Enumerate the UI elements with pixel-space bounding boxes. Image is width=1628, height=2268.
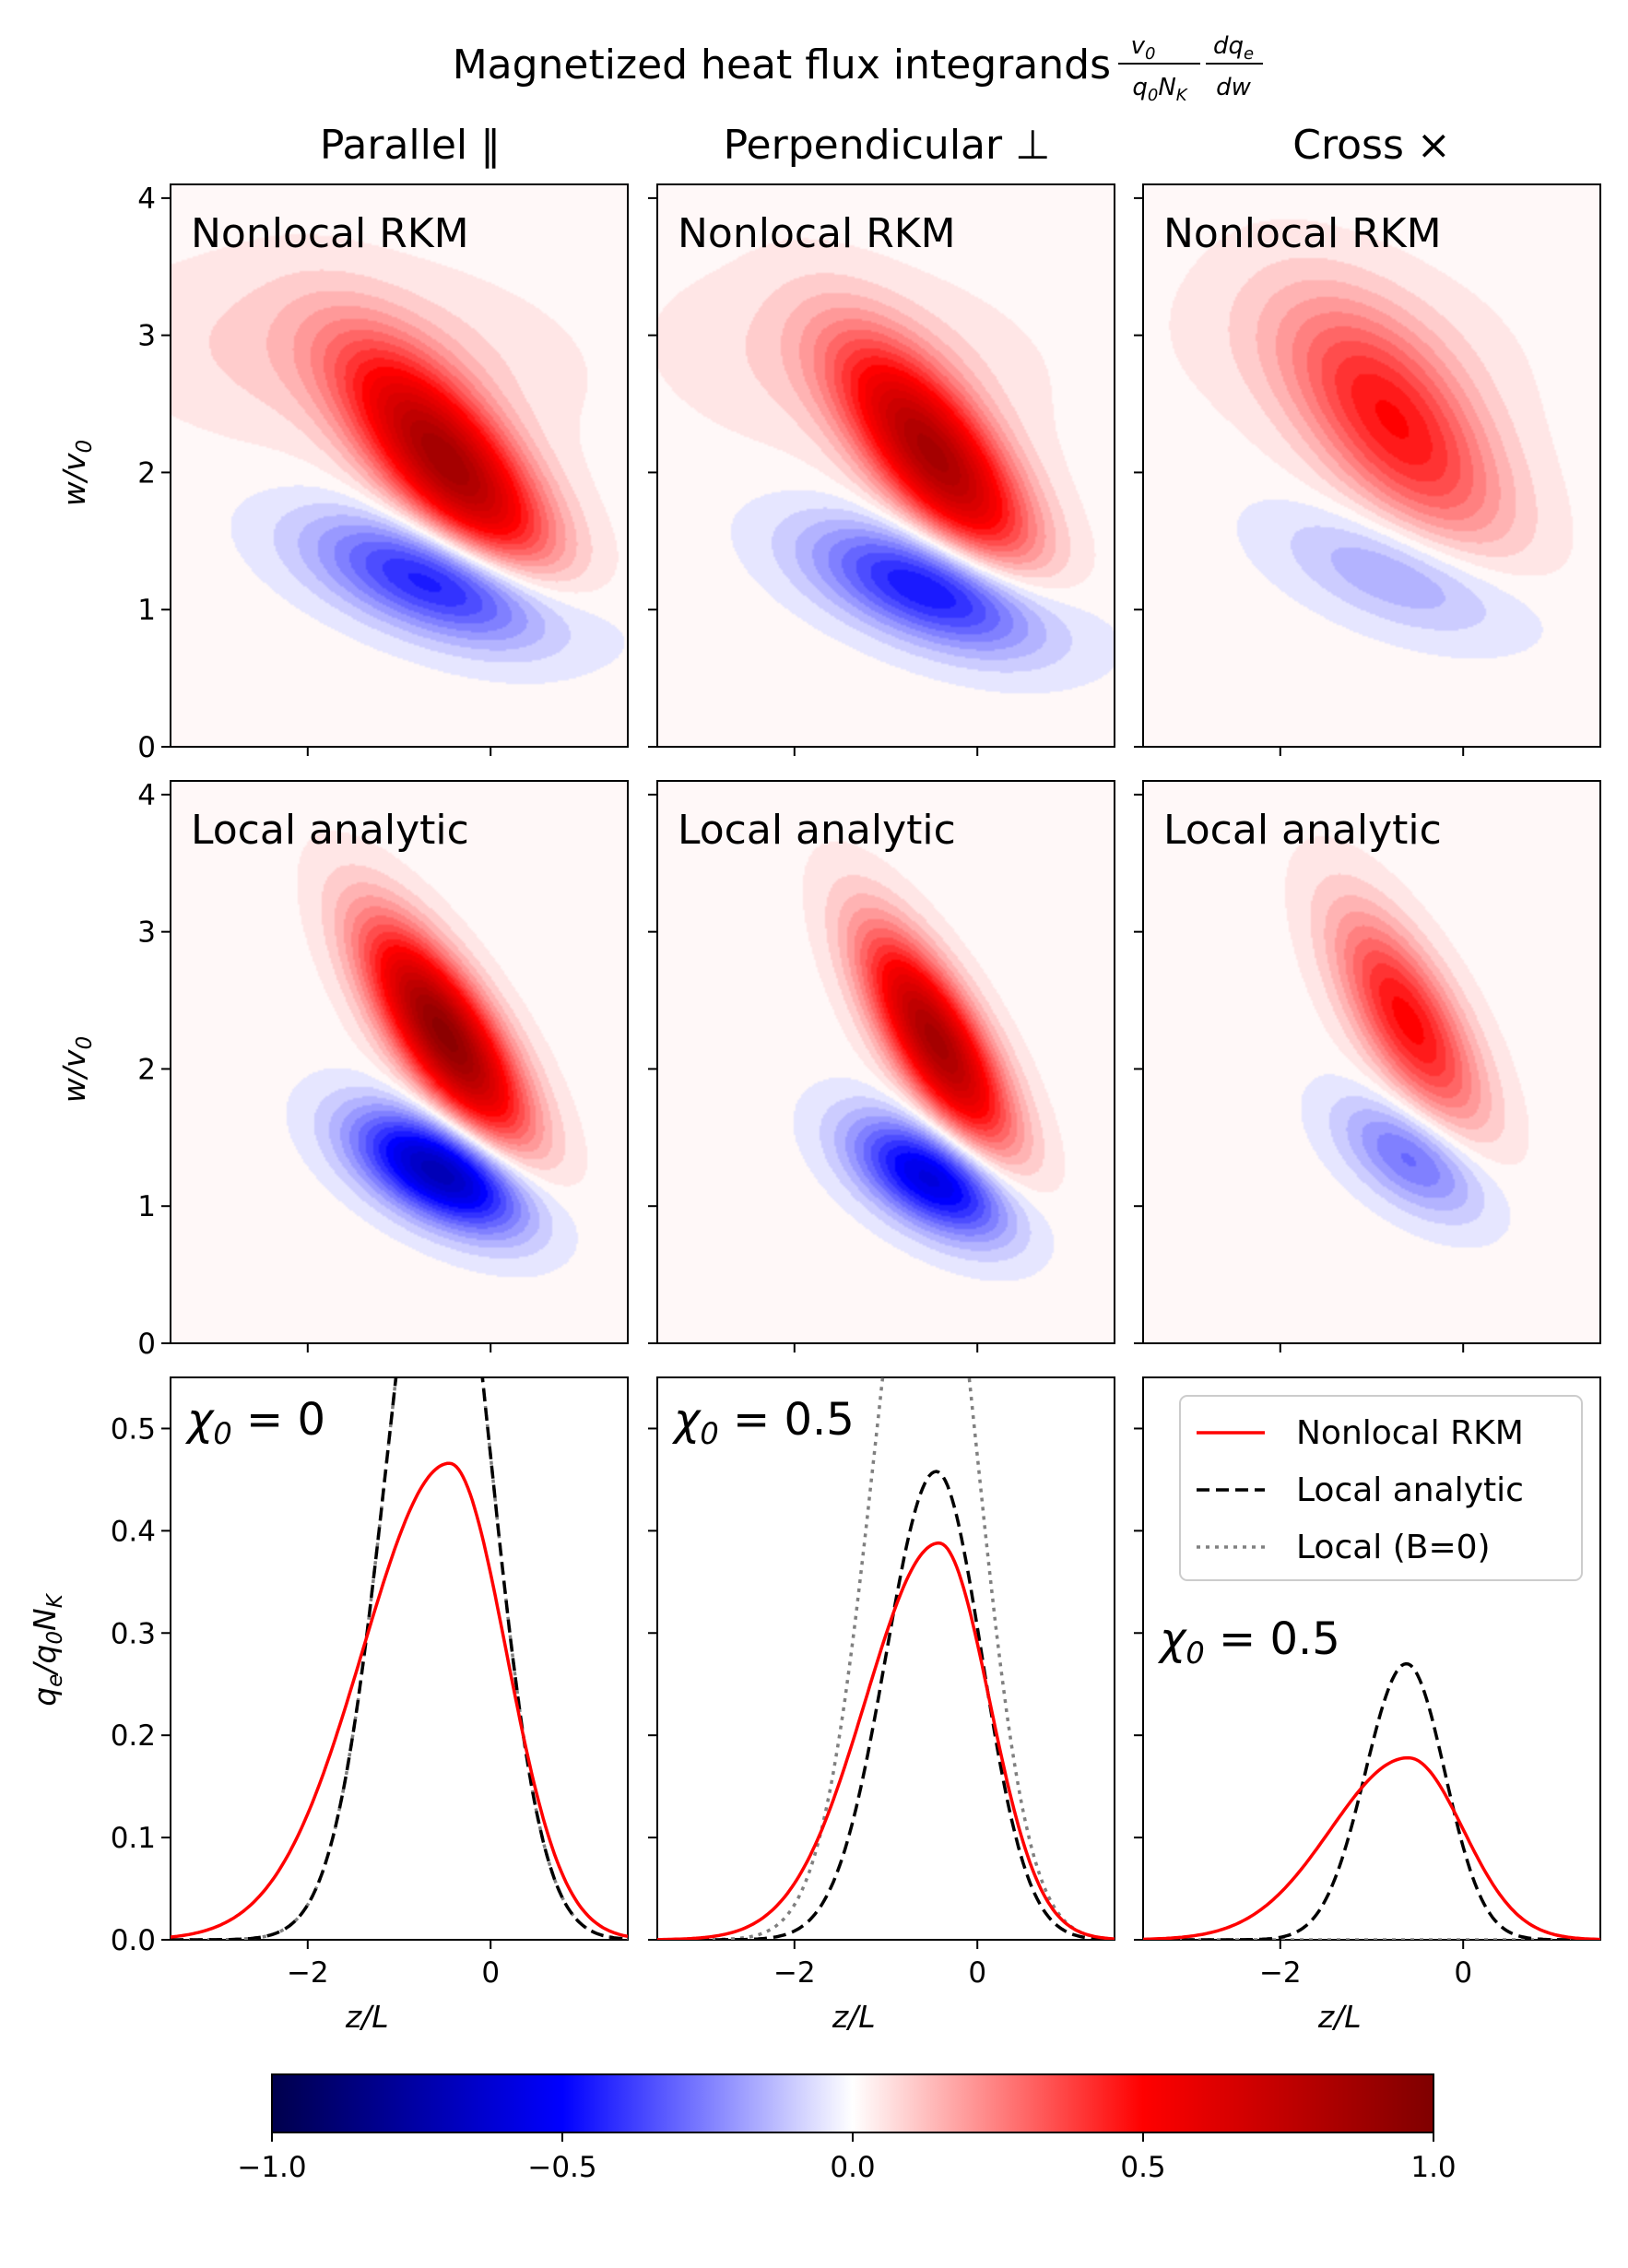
heatmap-panel-r1c2: Local analytic (1134, 780, 1601, 1353)
legend-box (1179, 1395, 1583, 1581)
y-tick-label: 0.2 (111, 1719, 156, 1753)
series-line-local-b-0- (171, 1377, 628, 1940)
colorbar-tick-label: −1.0 (237, 2151, 306, 2184)
heatmap-panel-r1c1: Local analytic (648, 780, 1115, 1353)
legend-entry: Nonlocal RKM (1296, 1414, 1524, 1452)
frac-b-num: dqe (1213, 32, 1254, 64)
legend-entry: Local analytic (1296, 1471, 1524, 1509)
ylabel-row-2: qe/q0NK (27, 1592, 67, 1707)
figure-title: Magnetized heat flux integrands v0 q0NK … (453, 32, 1263, 105)
line-panel-c0: −2 0 0.0 0.1 0.2 0.3 0.4 0.5 z/L χ0 = 0 (111, 1376, 629, 2035)
chi-annotation: χ0 = 0.5 (1157, 1613, 1340, 1671)
x-tick-label: 0 (968, 1956, 986, 1990)
series-line-local-b-0- (657, 1377, 1115, 1940)
line-panel-c1: −2 0 z/L χ0 = 0.5 (648, 1376, 1115, 2035)
panel-label: Local analytic (191, 807, 469, 854)
heatmap-image (1143, 781, 1600, 1343)
x-tick-label: 0 (481, 1956, 500, 1990)
axes-frame (656, 183, 1115, 748)
chi-annotation: χ0 = 0.5 (671, 1394, 855, 1451)
column-title-perpendicular: Perpendicular ⊥ (724, 122, 1051, 169)
colorbar-tick-label: 0.5 (1120, 2151, 1165, 2184)
panel-label: Local analytic (1163, 807, 1442, 854)
axes-frame (656, 1376, 1115, 1941)
series-line-nonlocal-rkm (657, 1541, 1115, 1940)
x-tick-label: 0 (1454, 1956, 1472, 1990)
series-line-nonlocal-rkm (1143, 1755, 1600, 1940)
legend: Nonlocal RKM Local analytic Local (B=0) (1179, 1395, 1583, 1581)
x-tick-label: −2 (773, 1956, 816, 1990)
frac-a-den: q0NK (1132, 74, 1187, 105)
panel-label: Nonlocal RKM (1163, 210, 1442, 257)
panel-label: Nonlocal RKM (678, 210, 956, 257)
y-tick-label: 3 (137, 916, 156, 950)
heatmap-image (657, 781, 1115, 1343)
title-fraction: v0 q0NK dqe dw (1118, 32, 1263, 105)
colorbar-tick-label: −0.5 (527, 2151, 596, 2184)
y-tick-label: 2 (137, 456, 156, 490)
axes-frame (1142, 780, 1601, 1344)
series-line-local-analytic (657, 1470, 1115, 1940)
y-tick-label: 3 (137, 320, 156, 353)
colorbar-gradient (271, 2073, 1434, 2133)
x-axis-label: z/L (1317, 1999, 1362, 2035)
heatmap-panel-r0c2: Nonlocal RKM (1134, 183, 1601, 756)
y-tick-label: 0.1 (111, 1822, 156, 1855)
title-text: Magnetized heat flux integrands (453, 41, 1111, 89)
heatmap-image (1143, 184, 1600, 747)
series-line-local-analytic (1143, 1661, 1600, 1940)
heatmap-image (657, 184, 1115, 747)
frac-b-den: dw (1216, 74, 1252, 101)
y-tick-label: 0.5 (111, 1412, 156, 1446)
heatmap-panel-r0c0: 0 1 2 3 4 Nonlocal RKM (137, 183, 629, 764)
y-tick-label: 0.3 (111, 1617, 156, 1650)
axes-frame (170, 1376, 629, 1941)
column-title-cross: Cross × (1292, 122, 1450, 169)
panel-label: Nonlocal RKM (191, 210, 469, 257)
legend-entry: Local (B=0) (1296, 1529, 1491, 1566)
y-tick-label: 4 (137, 183, 156, 216)
colorbar-tick-label: 1.0 (1410, 2151, 1456, 2184)
series-line-local-analytic (171, 1377, 628, 1940)
heatmap-image (171, 184, 628, 747)
x-axis-label: z/L (832, 1999, 876, 2035)
y-tick-label: 4 (137, 779, 156, 812)
panel-label: Local analytic (678, 807, 956, 854)
colorbar-tick-label: 0.0 (830, 2151, 875, 2184)
heatmap-panel-r0c1: Nonlocal RKM (648, 183, 1115, 756)
y-tick-label: 0 (137, 731, 156, 764)
series-line-nonlocal-rkm (171, 1461, 628, 1939)
heatmap-panel-r1c0: 0 1 2 3 4 Local analytic (137, 779, 629, 1361)
colorbar: −1.0 −0.5 0.0 0.5 1.0 (237, 2073, 1457, 2184)
y-tick-label: 1 (137, 594, 156, 627)
x-axis-label: z/L (345, 1999, 389, 2035)
axes-frame (170, 183, 629, 748)
x-tick-label: −2 (1259, 1956, 1302, 1990)
y-tick-label: 0.0 (111, 1924, 156, 1957)
y-tick-label: 1 (137, 1190, 156, 1223)
axes-frame (170, 780, 629, 1344)
line-panel-c2: −2 0 z/L χ0 = 0.5 Nonlocal RKM Local analytic… (1134, 1376, 1601, 2035)
axes-frame (1142, 1376, 1601, 1941)
x-tick-label: −2 (287, 1956, 329, 1990)
ylabel-row-0: w/v0 (56, 440, 97, 506)
heatmap-image (171, 781, 628, 1343)
ylabel-row-1: w/v0 (56, 1036, 97, 1103)
column-title-parallel: Parallel ‖ (320, 122, 501, 169)
axes-frame (656, 780, 1115, 1344)
axes-frame (1142, 183, 1601, 748)
y-tick-label: 2 (137, 1053, 156, 1086)
y-tick-label: 0.4 (111, 1515, 156, 1548)
y-tick-label: 0 (137, 1328, 156, 1361)
chi-annotation: χ0 = 0 (184, 1394, 325, 1451)
frac-a-num: v0 (1131, 32, 1156, 64)
